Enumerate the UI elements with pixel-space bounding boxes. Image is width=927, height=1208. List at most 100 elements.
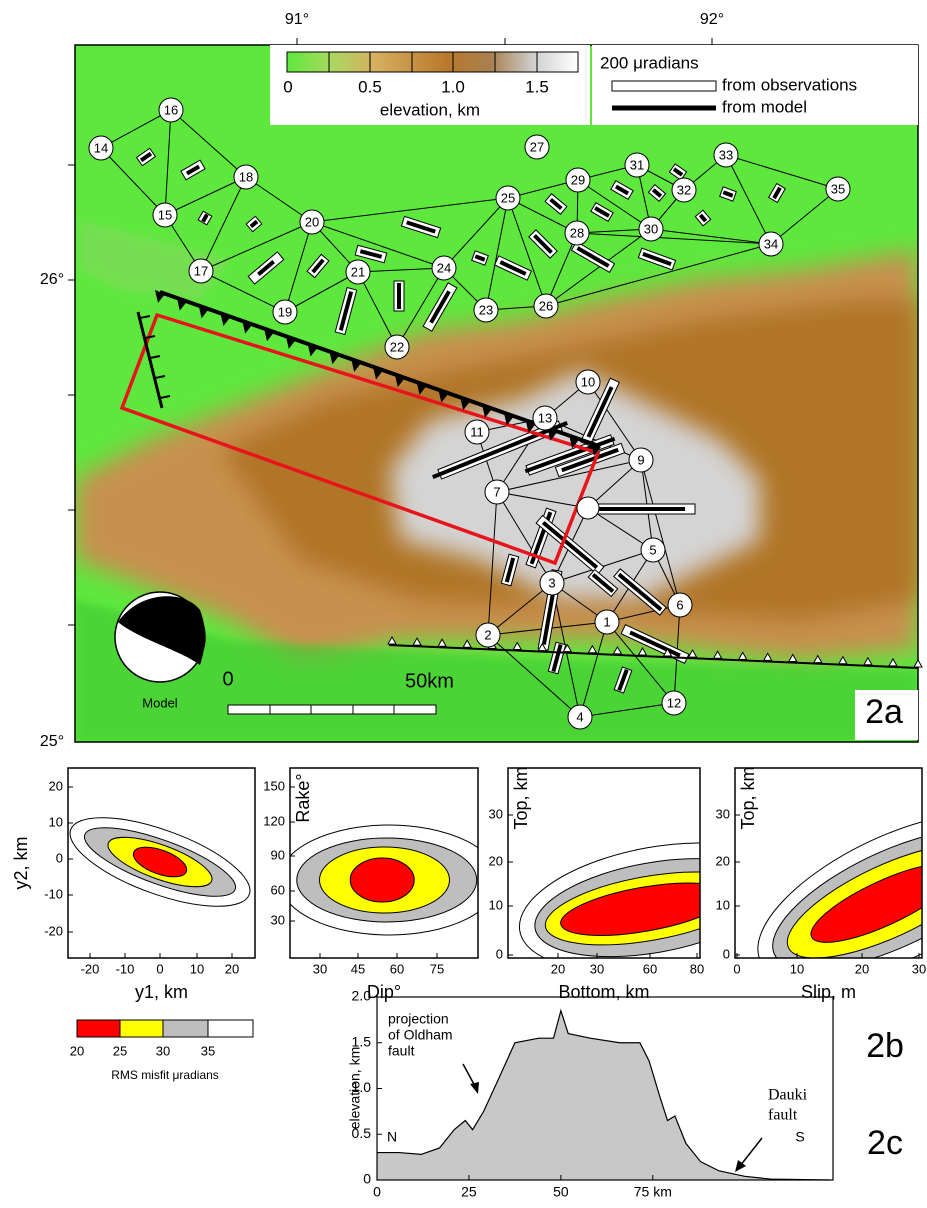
- network-edge: [545, 243, 772, 307]
- misfit-contour: [560, 882, 700, 936]
- station: [661, 690, 687, 716]
- tilt-model: [561, 447, 619, 473]
- y-tick-label: 30: [271, 912, 285, 927]
- station: [464, 419, 490, 445]
- colorbar-divisions: [328, 52, 538, 72]
- x-tick-label: 10: [190, 961, 204, 976]
- network-edge: [200, 221, 313, 272]
- x-axis-label: Slip, m: [801, 982, 856, 1002]
- fault-tooth: [144, 335, 156, 339]
- fault-tooth: [562, 643, 573, 653]
- contours: [518, 842, 700, 958]
- tilt-vector: [610, 179, 634, 201]
- station: [575, 369, 601, 395]
- network-edge: [284, 271, 359, 313]
- network-edge: [443, 197, 509, 269]
- tilt-model: [249, 219, 259, 229]
- station: [272, 299, 298, 325]
- profile-panel: 0 25 50 75 km 0 0.5 1.0 1.5 2.0 elevation, km proj…: [347, 988, 903, 1200]
- station-label: 31: [630, 157, 644, 172]
- fault-tooth: [460, 397, 471, 411]
- network-edge: [245, 176, 313, 223]
- x-axis-label: Dip°: [367, 982, 401, 1002]
- y-axis-label: y2, km: [11, 836, 31, 889]
- y-tick-label: 120: [263, 813, 285, 828]
- contours: [69, 817, 251, 907]
- fault-tooth: [712, 650, 723, 659]
- station: [524, 134, 550, 160]
- station-label: 12: [667, 695, 681, 710]
- tilt-model: [139, 151, 153, 163]
- x-tick-label: 75: [430, 961, 444, 976]
- focal-label: Model: [142, 695, 178, 710]
- fault-tooth: [569, 435, 580, 449]
- x-tick-label: 75 km: [634, 1184, 672, 1200]
- network-edge: [640, 459, 681, 606]
- network-edge: [487, 582, 553, 636]
- beach-ball-quadrant: [118, 596, 205, 665]
- tilt-vector: [471, 250, 489, 266]
- tilt-vector: [719, 186, 737, 202]
- network-edge: [579, 621, 608, 718]
- y-tick-label: 20: [489, 853, 503, 868]
- network-edge: [357, 267, 445, 273]
- network-edge: [770, 188, 839, 245]
- station: [564, 220, 590, 246]
- tilt-vector: [493, 255, 533, 281]
- fault-tooth: [329, 351, 340, 365]
- station: [158, 97, 184, 123]
- station: [713, 142, 739, 168]
- fault-tooth: [863, 656, 873, 666]
- station-label: 18: [239, 169, 253, 184]
- network-edge: [357, 271, 398, 348]
- fault-tooth: [149, 355, 161, 359]
- scale-start: 0: [222, 668, 233, 690]
- station: [532, 405, 558, 431]
- network-edge: [487, 634, 581, 718]
- network-edge: [507, 197, 547, 307]
- fault-tooth: [155, 290, 165, 303]
- station: [758, 231, 784, 257]
- y-tick-label: 10: [489, 897, 503, 912]
- tilt-model: [617, 668, 629, 692]
- annotation: projection: [388, 1011, 449, 1027]
- network-edge: [576, 232, 772, 245]
- network-edge: [200, 270, 286, 313]
- fault-tooth: [587, 644, 598, 654]
- tilt-model: [722, 190, 734, 198]
- panel-label-box: [855, 690, 918, 740]
- station: [825, 176, 851, 202]
- scale-end: 50km: [405, 670, 454, 692]
- y-tick-label: 0: [723, 946, 730, 961]
- tilt-model: [594, 206, 610, 218]
- tilt-vector: [393, 280, 405, 312]
- tilt-vector: [767, 182, 787, 204]
- tilt-vector: [306, 253, 330, 279]
- fault-tooth: [662, 648, 673, 657]
- fault-tooth: [387, 635, 397, 645]
- x-tick-label: 20: [551, 961, 565, 976]
- misfit-contour: [349, 857, 415, 903]
- station-label: 28: [570, 225, 584, 240]
- station-label: 21: [351, 264, 365, 279]
- tilt-model: [617, 572, 663, 612]
- network-edge: [507, 197, 578, 234]
- fault-tooth: [503, 412, 514, 426]
- fault-tooth: [307, 343, 318, 357]
- tilt-model: [698, 213, 708, 223]
- colorbar-tick: 0: [283, 77, 292, 96]
- y-axis-label: Top, km: [738, 766, 758, 829]
- colorbar: [286, 51, 579, 73]
- x-tick-label: 0: [733, 961, 740, 976]
- tilt-model: [533, 234, 553, 254]
- tilt-vector: [570, 240, 616, 274]
- y-tick-label: 1.5: [352, 1033, 372, 1049]
- tilt-model: [614, 184, 630, 196]
- elevation-profile: [377, 1008, 830, 1181]
- tilt-model: [359, 249, 383, 259]
- fault-tooth: [525, 420, 536, 434]
- fault-tooth: [176, 297, 187, 311]
- lon-label: 91°: [285, 11, 309, 28]
- tilt-model: [549, 197, 563, 211]
